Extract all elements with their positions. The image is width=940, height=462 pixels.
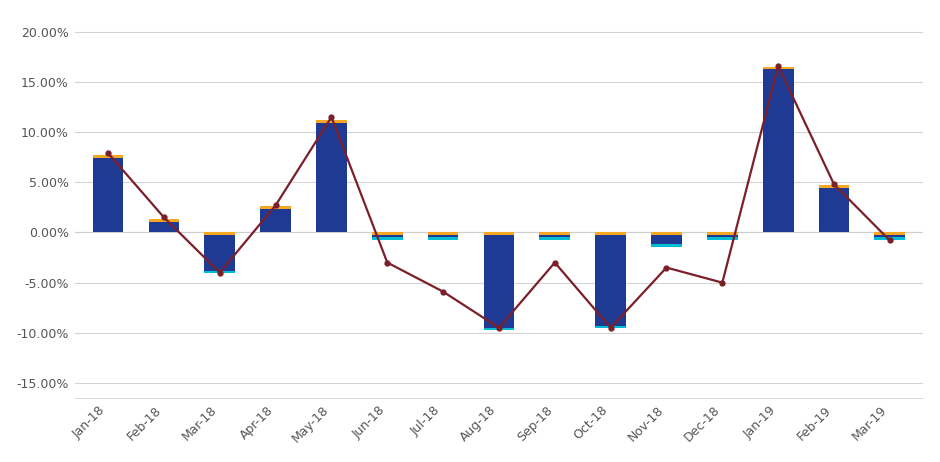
Bar bbox=[428, 232, 459, 235]
Bar bbox=[707, 232, 738, 235]
Bar bbox=[428, 232, 459, 237]
Bar bbox=[372, 232, 402, 235]
Bar bbox=[595, 326, 626, 328]
Bar bbox=[762, 67, 793, 232]
Bar bbox=[483, 232, 514, 328]
Bar bbox=[874, 232, 905, 237]
Bar bbox=[149, 219, 180, 222]
Bar bbox=[316, 120, 347, 232]
Bar bbox=[260, 207, 291, 232]
Bar bbox=[819, 185, 850, 232]
Bar bbox=[540, 237, 571, 240]
Bar bbox=[819, 185, 850, 188]
Bar bbox=[540, 232, 571, 235]
Bar bbox=[874, 237, 905, 240]
Bar bbox=[651, 244, 682, 247]
Bar bbox=[260, 207, 291, 209]
Bar bbox=[540, 232, 571, 237]
Bar bbox=[93, 155, 123, 158]
Bar bbox=[595, 232, 626, 326]
Bar bbox=[204, 232, 235, 271]
Bar bbox=[707, 237, 738, 240]
Bar bbox=[595, 232, 626, 235]
Bar bbox=[372, 232, 402, 237]
Bar bbox=[149, 219, 180, 232]
Bar bbox=[316, 120, 347, 122]
Bar bbox=[874, 232, 905, 235]
Bar bbox=[204, 232, 235, 235]
Bar bbox=[483, 232, 514, 235]
Bar bbox=[93, 155, 123, 232]
Bar bbox=[707, 232, 738, 237]
Bar bbox=[651, 232, 682, 235]
Bar bbox=[651, 232, 682, 244]
Bar bbox=[483, 328, 514, 330]
Bar bbox=[428, 237, 459, 240]
Bar bbox=[762, 67, 793, 69]
Bar bbox=[204, 271, 235, 273]
Bar bbox=[372, 237, 402, 240]
